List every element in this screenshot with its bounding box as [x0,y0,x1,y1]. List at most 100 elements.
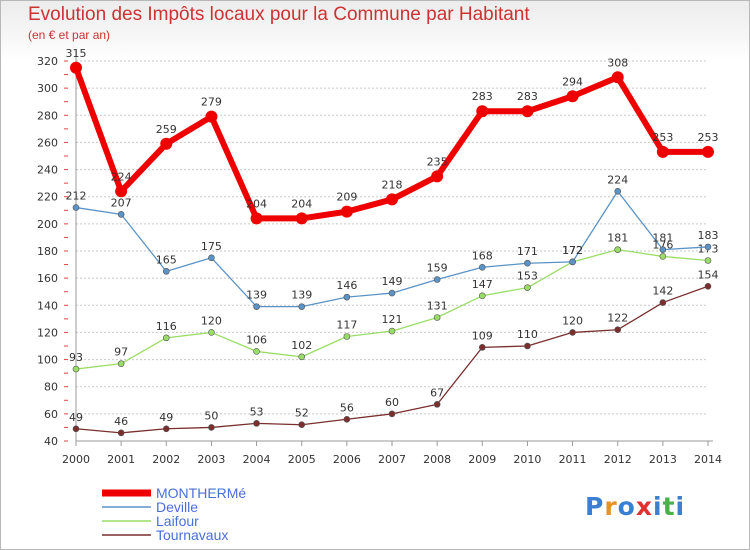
data-label: 181 [652,232,673,245]
data-point [343,333,351,340]
y-tick-label: 80 [44,381,58,394]
data-label: 308 [607,56,628,69]
proxiti-logo: Proxiti [585,492,685,521]
data-label: 139 [291,289,312,302]
data-point [704,282,712,290]
data-point [566,90,579,103]
data-point [614,326,622,334]
y-tick-label: 200 [37,218,58,231]
data-point [70,61,82,74]
data-point [433,276,441,283]
data-label: 50 [204,409,218,422]
data-label: 253 [652,131,673,144]
x-tick-label: 2014 [694,453,722,466]
data-point [343,415,351,423]
data-label: 93 [69,351,83,364]
x-tick-label: 2004 [243,453,271,466]
y-tick-label: 40 [44,435,58,448]
data-label: 235 [427,155,448,168]
data-label: 139 [246,289,267,302]
data-point [117,360,125,367]
data-label: 315 [66,47,87,60]
data-point [72,204,80,211]
x-tick-label: 2007 [378,453,406,466]
data-label: 207 [111,196,132,209]
data-point [72,425,80,433]
data-label: 110 [517,328,538,341]
data-label: 131 [427,300,448,313]
data-point [253,303,260,310]
data-label: 204 [246,197,267,210]
data-label: 149 [382,275,403,288]
data-point [614,187,622,195]
logo-letter: P [585,492,605,521]
data-point [431,170,444,183]
data-point [704,243,712,251]
data-point [614,246,622,253]
data-label: 102 [291,339,312,352]
data-point [659,246,667,253]
data-point [478,263,486,271]
data-label: 120 [562,314,583,327]
data-label: 175 [201,240,222,253]
x-tick-label: 2000 [62,453,90,466]
data-point [298,421,306,429]
data-point [659,253,667,260]
data-label: 279 [201,96,222,109]
y-tick-label: 180 [37,245,58,258]
data-label: 209 [336,191,357,204]
data-label: 146 [336,279,357,292]
data-point [569,329,576,336]
data-point [611,71,624,84]
data-label: 52 [295,407,309,420]
data-point [521,105,534,118]
y-tick-label: 280 [37,109,58,122]
data-point [295,212,308,225]
logo-letter: t [662,492,676,521]
data-label: 122 [607,312,628,325]
data-point [656,145,669,158]
data-label: 283 [517,90,538,103]
x-tick-label: 2002 [152,453,180,466]
x-tick-label: 2005 [288,453,316,466]
data-label: 60 [385,396,399,409]
data-label: 183 [698,229,719,242]
x-tick-label: 2010 [513,453,541,466]
data-point [478,292,486,300]
x-tick-label: 2001 [107,453,135,466]
data-label: 176 [652,238,673,251]
x-tick-label: 2012 [604,453,632,466]
y-tick-label: 260 [37,136,58,149]
y-tick-label: 160 [37,272,58,285]
data-label: 53 [250,405,264,418]
chart-subtitle: (en € et par an) [28,28,111,42]
data-label: 294 [562,75,583,88]
data-point [117,429,125,437]
data-point [115,185,128,198]
data-point [478,344,486,351]
data-label: 67 [430,386,444,399]
data-label: 153 [517,270,538,283]
data-label: 165 [156,253,177,266]
logo-letter: i [675,492,686,521]
x-tick-label: 2003 [197,453,225,466]
data-label: 224 [607,173,628,186]
y-tick-label: 140 [37,299,58,312]
data-point [208,424,215,431]
y-tick-label: 60 [44,408,58,421]
data-label: 56 [340,401,354,414]
data-point [659,299,667,306]
legend-label: Laifour [156,513,199,529]
data-point [160,137,173,150]
data-point [208,329,215,336]
data-point [298,303,306,310]
data-label: 147 [472,278,493,291]
x-tick-label: 2013 [649,453,677,466]
logo-letter: i [653,492,663,521]
data-label: 49 [159,411,173,424]
data-label: 117 [336,319,357,332]
data-point [253,420,260,427]
data-point [524,259,531,267]
